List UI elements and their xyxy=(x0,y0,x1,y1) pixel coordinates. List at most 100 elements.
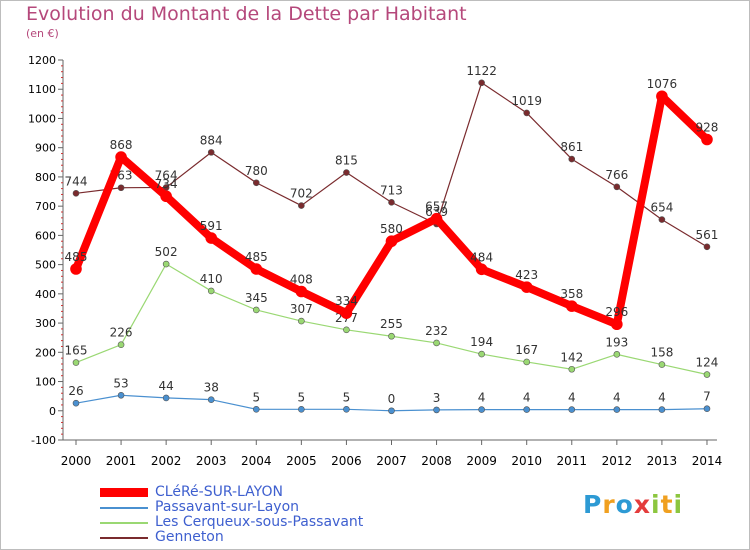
x-tick-label: 2009 xyxy=(466,454,497,468)
data-point xyxy=(433,406,440,414)
data-point xyxy=(252,306,260,314)
data-label: 502 xyxy=(155,245,178,259)
data-point xyxy=(72,399,80,407)
legend-item: Genneton xyxy=(100,530,420,545)
data-point xyxy=(115,151,127,163)
data-label: 334 xyxy=(335,294,358,308)
data-label: 861 xyxy=(560,140,583,154)
data-point xyxy=(523,406,531,413)
y-tick-label: 900 xyxy=(35,142,56,155)
legend-swatch xyxy=(100,522,148,524)
data-point xyxy=(568,365,576,373)
data-point xyxy=(658,361,666,368)
data-label: 657 xyxy=(425,200,448,214)
chart-unit: (en €) xyxy=(26,27,59,40)
data-point xyxy=(388,199,395,206)
data-point xyxy=(701,133,713,146)
data-label: 4 xyxy=(568,391,576,405)
data-label: 713 xyxy=(380,183,403,197)
data-label: 194 xyxy=(470,335,493,349)
y-tick-label: 600 xyxy=(35,229,56,242)
y-tick-label: 700 xyxy=(35,200,56,213)
data-label: 408 xyxy=(290,273,313,287)
data-point xyxy=(658,216,666,223)
data-point xyxy=(520,281,533,293)
data-label: 5 xyxy=(252,390,260,404)
data-point xyxy=(433,339,440,347)
data-point xyxy=(298,317,305,325)
data-point xyxy=(656,90,668,103)
data-point xyxy=(298,202,305,209)
y-tick-label: 200 xyxy=(35,346,56,359)
data-point xyxy=(117,391,125,399)
data-label: 193 xyxy=(605,335,628,349)
data-label: 5 xyxy=(343,390,351,404)
data-label: 410 xyxy=(200,272,223,286)
data-point xyxy=(343,326,350,334)
data-label: 780 xyxy=(245,164,268,178)
data-point xyxy=(568,406,576,413)
data-point xyxy=(611,318,623,331)
data-label: 561 xyxy=(696,228,719,242)
legend-swatch xyxy=(100,537,148,539)
legend-item: Les Cerqueux-sous-Passavant xyxy=(100,515,420,530)
data-label: 4 xyxy=(658,391,666,405)
data-point xyxy=(252,179,260,187)
data-label: 485 xyxy=(65,250,88,264)
data-label: 232 xyxy=(425,324,448,338)
data-label: 345 xyxy=(245,291,268,305)
data-label: 1122 xyxy=(466,64,497,78)
logo-letter: r xyxy=(602,490,616,519)
data-point xyxy=(478,350,485,358)
x-tick-label: 2008 xyxy=(421,454,452,468)
data-label: 1019 xyxy=(511,94,542,108)
logo-letter: P xyxy=(583,490,603,519)
legend: CLéRé-SUR-LAYON Passavant-sur-Layon Les Ce… xyxy=(100,485,420,545)
data-label: 158 xyxy=(650,346,673,360)
data-label: 167 xyxy=(515,343,538,357)
data-label: 766 xyxy=(605,168,628,182)
data-point xyxy=(117,341,125,349)
data-point xyxy=(72,189,80,197)
data-label: 296 xyxy=(605,305,628,319)
data-point xyxy=(295,285,308,298)
legend-label: Passavant-sur-Layon xyxy=(155,499,300,515)
data-label: 1076 xyxy=(647,77,678,91)
data-point xyxy=(207,287,215,295)
y-tick-label: 1200 xyxy=(28,54,56,67)
y-tick-label: 500 xyxy=(35,259,56,272)
data-label: 142 xyxy=(560,350,583,364)
logo-letter: i xyxy=(673,490,684,519)
data-point xyxy=(388,407,395,415)
legend-swatch xyxy=(100,507,148,509)
chart-title: Evolution du Montant de la Dette par Hab… xyxy=(26,3,467,25)
data-label: 3 xyxy=(433,391,441,405)
data-label: 868 xyxy=(110,138,133,152)
data-point xyxy=(703,243,711,251)
data-label: 423 xyxy=(515,268,538,282)
data-point xyxy=(478,79,485,87)
data-label: 4 xyxy=(523,391,531,405)
x-tick-label: 2002 xyxy=(151,454,182,468)
data-point xyxy=(340,307,353,319)
x-tick-label: 2003 xyxy=(196,454,227,468)
data-point xyxy=(568,155,576,163)
data-point xyxy=(252,406,260,413)
data-point xyxy=(658,406,666,413)
data-point xyxy=(70,263,82,275)
data-point xyxy=(478,406,485,413)
legend-label: Genneton xyxy=(155,529,224,545)
x-tick-label: 2001 xyxy=(106,454,137,468)
data-point xyxy=(523,109,531,117)
data-point xyxy=(565,300,578,312)
data-point xyxy=(388,332,395,340)
y-tick-label: 0 xyxy=(49,405,56,418)
data-point xyxy=(298,406,305,413)
data-label: 38 xyxy=(204,381,219,395)
logo-letter: t xyxy=(660,490,674,519)
x-tick-label: 2010 xyxy=(511,454,542,468)
data-label: 226 xyxy=(110,326,133,340)
data-point xyxy=(205,232,218,244)
data-point xyxy=(343,406,350,413)
